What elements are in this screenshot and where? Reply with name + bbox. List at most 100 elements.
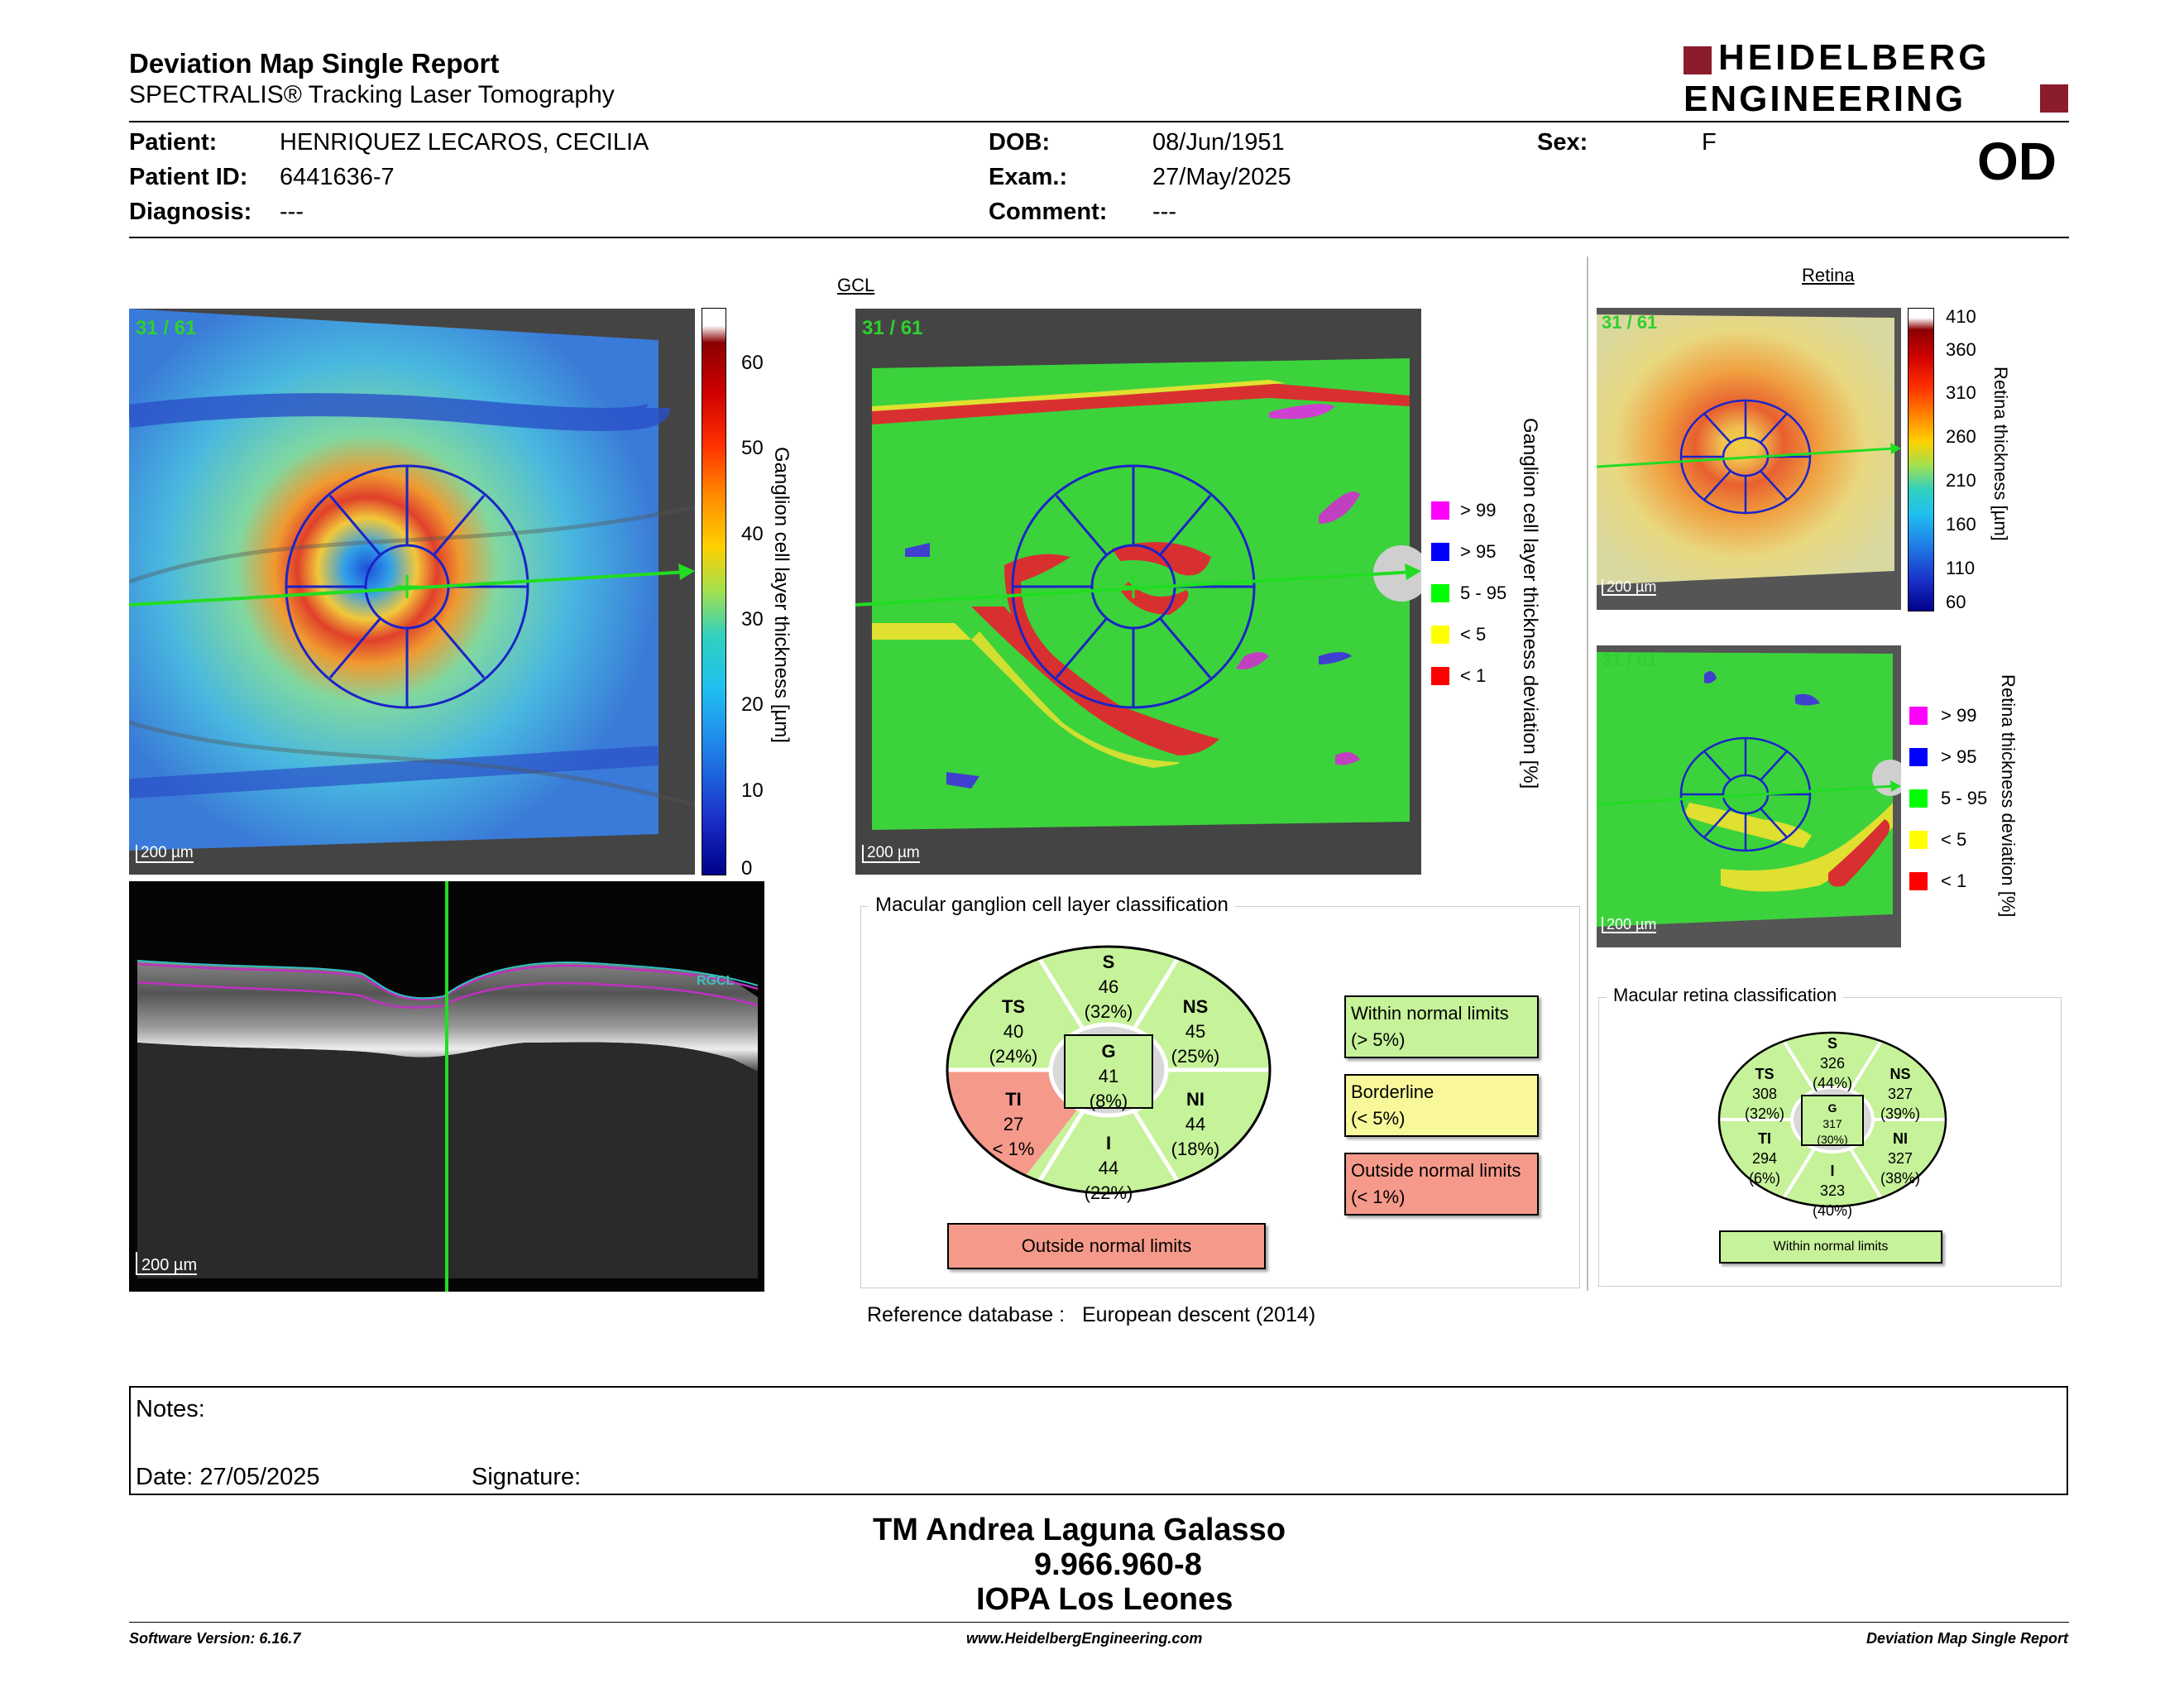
gcl-legend-label-99: > 99 <box>1460 500 1497 520</box>
footer-report-name: Deviation Map Single Report <box>1866 1630 2068 1647</box>
oct-scale-bar: 200 µm <box>136 1252 198 1275</box>
retina-sector-i-name: I <box>1830 1163 1835 1179</box>
gcl-legend-label-normal: 5 - 95 <box>1460 583 1507 603</box>
logo-square-bottom <box>2040 84 2068 113</box>
gcl-sector-ni: NI 44 (18%) <box>1154 1087 1237 1162</box>
retina-legend-swatch-normal <box>1909 789 1928 808</box>
section-divider <box>1587 257 1588 1291</box>
gcl-tick-50: 50 <box>741 437 764 459</box>
gcl-sector-ts-pct: (24%) <box>989 1046 1038 1067</box>
gcl-deviation-frame-counter: 31 / 61 <box>862 317 923 339</box>
retina-legend-label-5: < 5 <box>1941 829 1967 850</box>
retina-sector-ni-value: 327 <box>1887 1150 1913 1167</box>
exam-label: Exam.: <box>989 164 1068 190</box>
gcl-legend-swatch-95 <box>1431 543 1449 561</box>
gcl-classification-title: Macular ganglion cell layer classificati… <box>869 894 1235 917</box>
gcl-sector-i: I 44 (22%) <box>1067 1131 1150 1206</box>
retina-thickness-map-svg <box>1597 308 1901 610</box>
gcl-sector-ni-pct: (18%) <box>1171 1139 1220 1159</box>
retina-sector-s-name: S <box>1827 1035 1837 1052</box>
eye-label: OD <box>1977 132 2057 191</box>
notes-date: Date: 27/05/2025 <box>136 1464 320 1490</box>
gcl-sector-g-box <box>1064 1034 1153 1109</box>
gcl-sector-s: S 46 (32%) <box>1067 950 1150 1024</box>
retina-tick-260: 260 <box>1946 426 1976 447</box>
retina-sector-ni-pct: (38%) <box>1880 1170 1920 1187</box>
gcl-thickness-axis-label: Ganglion cell layer thickness [µm] <box>770 447 793 743</box>
gcl-sector-ns-name: NS <box>1182 996 1209 1017</box>
retina-thickness-axis-label: Retina thickness [µm] <box>1990 367 2011 541</box>
gcl-sector-s-value: 46 <box>1098 976 1119 997</box>
patient-id: 6441636-7 <box>280 164 395 190</box>
retina-deviation-map-svg <box>1597 645 1901 947</box>
retina-sector-ti: TI 294 (6%) <box>1736 1129 1794 1188</box>
gcl-legend-label-95: > 95 <box>1460 541 1497 562</box>
gcl-legend-within-normal: Within normal limits (> 5%) <box>1344 995 1539 1058</box>
gcl-sector-g-pct: (8%) <box>1089 1091 1128 1111</box>
gcl-deviation-map-svg <box>855 309 1421 875</box>
reference-database-value: European descent (2014) <box>1082 1303 1316 1326</box>
gcl-sector-ti-value: 27 <box>1003 1114 1024 1134</box>
gcl-tick-60: 60 <box>741 352 764 374</box>
retina-sector-ns: NS 327 (39%) <box>1871 1064 1929 1124</box>
gcl-sector-s-name: S <box>1102 952 1115 972</box>
gcl-deviation-scale-bar: 200 µm <box>862 845 920 863</box>
gcl-sector-i-pct: (22%) <box>1084 1182 1133 1203</box>
comment-label: Comment: <box>989 199 1108 225</box>
gcl-thickness-scale-bar: 200 µm <box>136 845 194 863</box>
retina-sector-g-name: G <box>1827 1101 1837 1115</box>
patient-name: HENRIQUEZ LECAROS, CECILIA <box>280 129 649 156</box>
retina-sector-ns-value: 327 <box>1887 1086 1913 1102</box>
gcl-legend-outside-normal-line1: Outside normal limits <box>1351 1160 1521 1181</box>
gcl-deviation-map: 31 / 61 200 µm <box>855 309 1421 875</box>
retina-sector-ts-pct: (32%) <box>1744 1105 1784 1122</box>
retina-thickness-scale-bar: 200 µm <box>1602 579 1657 596</box>
retina-sector-ni: NI 327 (38%) <box>1871 1129 1929 1188</box>
diagnosis-label: Diagnosis: <box>129 199 252 225</box>
retina-sector-s-pct: (44%) <box>1812 1075 1852 1091</box>
notes-signature-label: Signature: <box>472 1464 582 1490</box>
gcl-tick-40: 40 <box>741 523 764 545</box>
retina-classification-result: Within normal limits <box>1719 1230 1942 1264</box>
gcl-sector-ts-name: TS <box>1001 996 1026 1017</box>
oct-scan-position-line <box>445 881 448 1292</box>
gcl-legend-within-normal-line2: (> 5%) <box>1351 1029 1406 1050</box>
gcl-sector-ti-name: TI <box>1005 1089 1022 1110</box>
retina-deviation-scale-bar: 200 µm <box>1602 917 1657 933</box>
notes-box[interactable]: Notes: Date: 27/05/2025 Signature: <box>129 1386 2068 1495</box>
sex-value: F <box>1702 129 1717 156</box>
gcl-classification-result: Outside normal limits <box>947 1223 1266 1269</box>
gcl-tick-30: 30 <box>741 608 764 631</box>
gcl-sector-ni-value: 44 <box>1185 1114 1206 1134</box>
gcl-sector-g: G 41 (8%) <box>1067 1039 1150 1114</box>
retina-legend-swatch-95 <box>1909 748 1928 766</box>
retina-tick-360: 360 <box>1946 339 1976 360</box>
retina-legend-label-1: < 1 <box>1941 870 1967 891</box>
retina-sector-ns-pct: (39%) <box>1880 1105 1920 1122</box>
report-subtitle: SPECTRALIS® Tracking Laser Tomography <box>129 81 615 108</box>
footer-website-link[interactable]: www.HeidelbergEngineering.com <box>966 1630 1203 1647</box>
footer-rule <box>129 1622 2069 1623</box>
gcl-tick-20: 20 <box>741 693 764 716</box>
header-rule-top <box>129 121 2069 122</box>
retina-sector-g-value: 317 <box>1822 1117 1842 1130</box>
retina-legend-label-95: > 95 <box>1941 746 1977 767</box>
gcl-sector-g-value: 41 <box>1098 1066 1119 1086</box>
retina-legend-label-99: > 99 <box>1941 705 1977 726</box>
exam-value: 27/May/2025 <box>1152 164 1291 190</box>
notes-label: Notes: <box>136 1396 205 1422</box>
reference-database-label: Reference database : <box>867 1303 1066 1326</box>
gcl-sector-ns-pct: (25%) <box>1171 1046 1220 1067</box>
gcl-legend-label-1: < 1 <box>1460 665 1487 686</box>
retina-legend-swatch-5 <box>1909 831 1928 849</box>
gcl-sector-ts: TS 40 (24%) <box>972 995 1055 1069</box>
gcl-thickness-colorbar <box>702 308 726 875</box>
retina-sector-ts-name: TS <box>1755 1066 1774 1082</box>
retina-sector-ns-name: NS <box>1889 1066 1911 1082</box>
retina-deviation-map: 31 / 61 200 µm <box>1597 645 1901 947</box>
stamp-institution: IOPA Los Leones <box>976 1582 1233 1617</box>
patient-id-label: Patient ID: <box>129 164 248 190</box>
retina-deviation-axis-label: Retina thickness deviation [%] <box>1998 674 2019 918</box>
gcl-thickness-frame-counter: 31 / 61 <box>136 317 197 339</box>
report-title: Deviation Map Single Report <box>129 48 500 79</box>
